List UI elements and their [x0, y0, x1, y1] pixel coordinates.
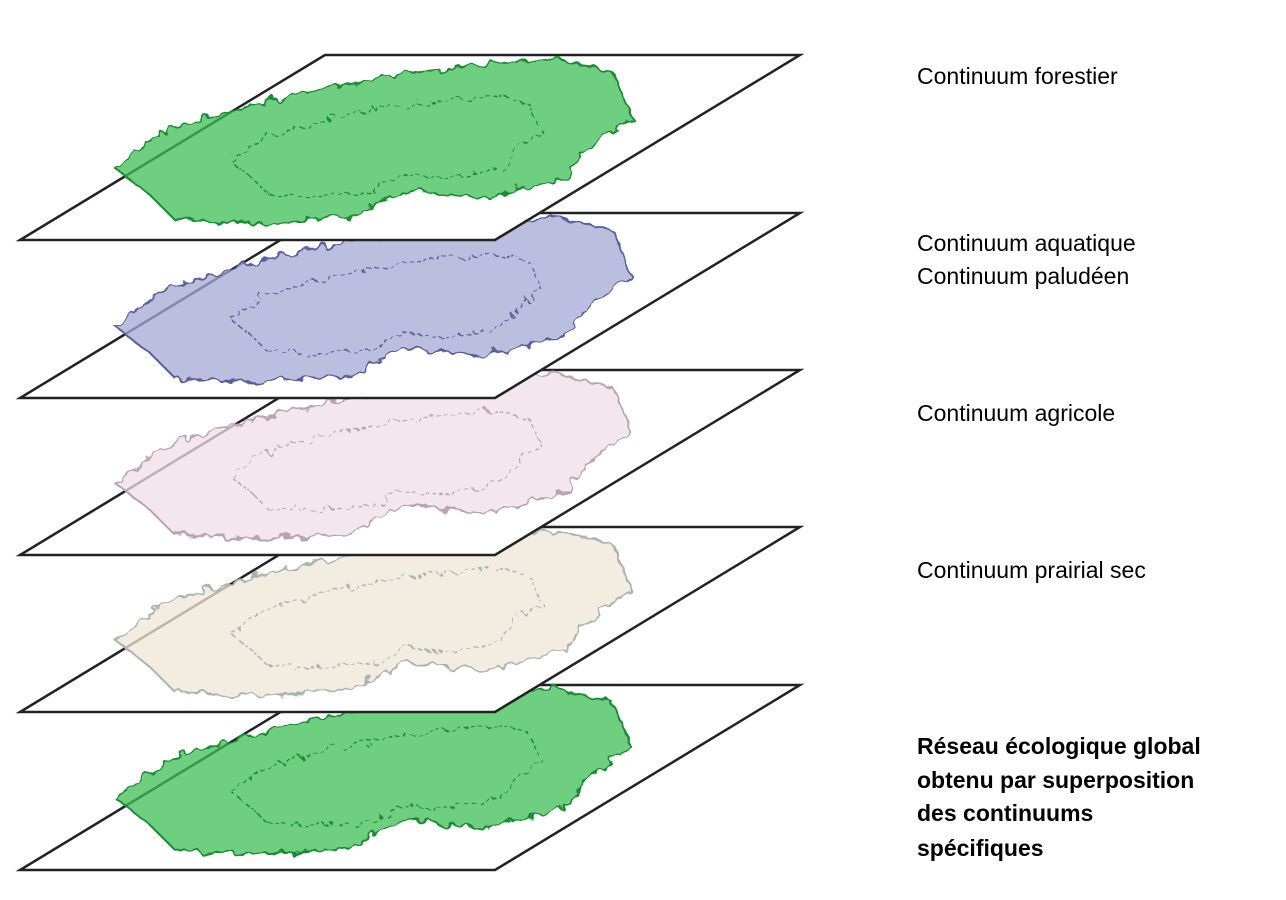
labels: Continuum forestier Continuum aquatique Co… [917, 63, 1201, 861]
layer-label: Continuum prairial sec [917, 557, 1146, 583]
layer-label: Continuum agricole [917, 400, 1115, 426]
layer-label: des continuums [917, 800, 1093, 826]
layers [20, 55, 800, 870]
layer-label: Continuum aquatique [917, 230, 1136, 256]
layer-diagram: Continuum forestier Continuum aquatique Co… [0, 0, 1286, 900]
layer-label: Continuum paludéen [917, 263, 1129, 289]
layer-label: Continuum forestier [917, 63, 1118, 89]
layer-label: Réseau écologique global [917, 733, 1201, 759]
layer-label: obtenu par superposition [917, 767, 1194, 793]
layer-label: spécifiques [917, 835, 1044, 861]
